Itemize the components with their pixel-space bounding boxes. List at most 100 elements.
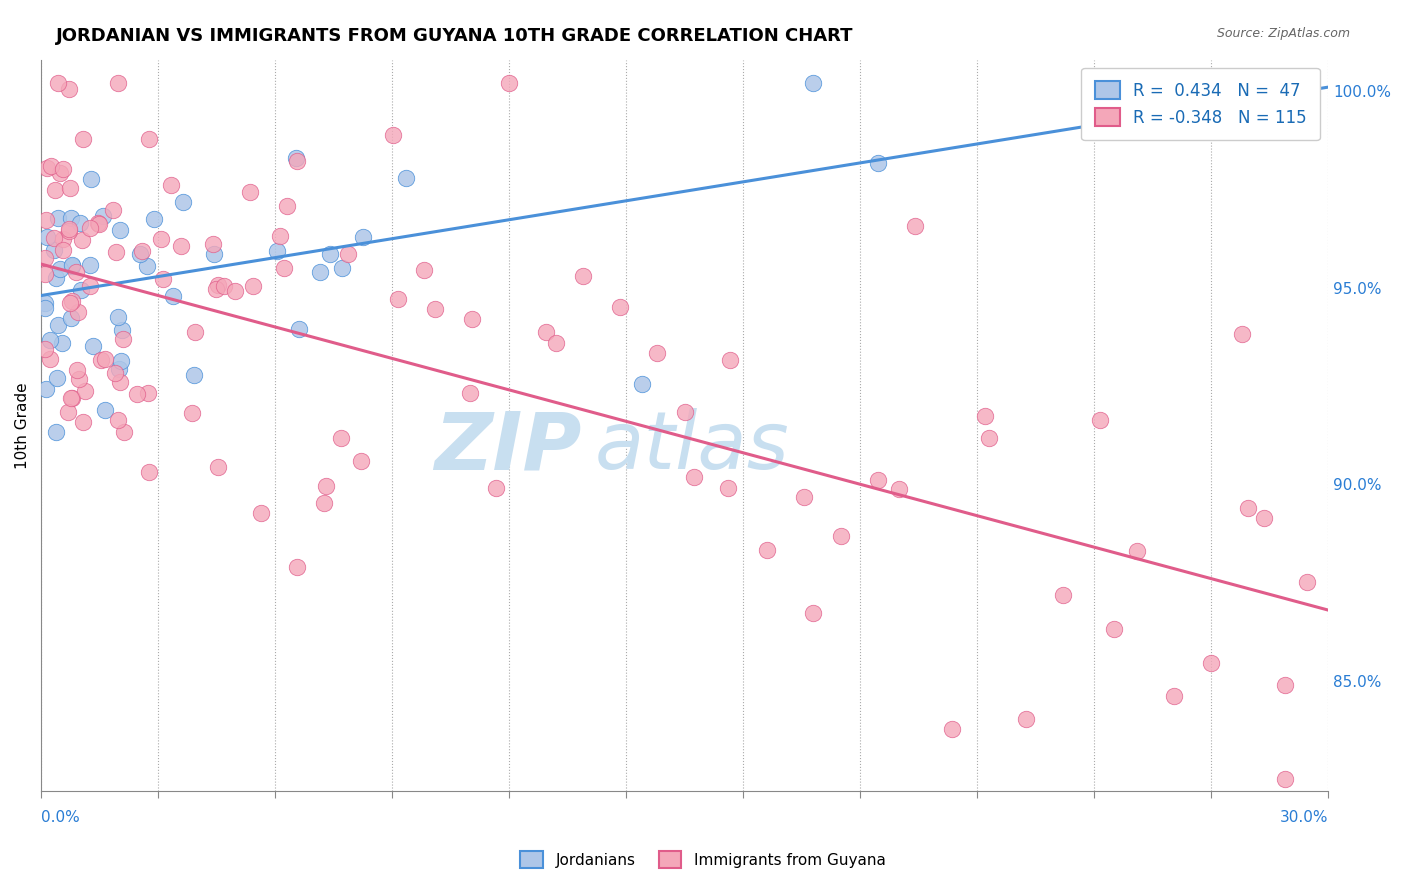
Point xyxy=(423,302,446,317)
Point xyxy=(1163,689,1185,703)
Point xyxy=(352,230,374,244)
Point xyxy=(79,258,101,272)
Point xyxy=(75,384,97,398)
Point xyxy=(79,221,101,235)
Point xyxy=(80,171,103,186)
Point xyxy=(59,296,82,310)
Point xyxy=(46,370,69,384)
Point xyxy=(70,233,93,247)
Point xyxy=(276,199,298,213)
Point xyxy=(172,194,194,209)
Point xyxy=(60,258,83,272)
Point xyxy=(979,431,1001,445)
Point xyxy=(285,560,308,574)
Point xyxy=(58,81,80,95)
Point xyxy=(108,223,131,237)
Point xyxy=(38,351,60,366)
Point xyxy=(112,332,135,346)
Point xyxy=(58,222,80,236)
Point xyxy=(49,262,72,277)
Point xyxy=(111,323,134,337)
Y-axis label: 10th Grade: 10th Grade xyxy=(15,382,30,468)
Point xyxy=(52,243,75,257)
Point xyxy=(60,294,83,309)
Point xyxy=(46,76,69,90)
Point xyxy=(149,232,172,246)
Point xyxy=(337,246,360,260)
Point xyxy=(458,386,481,401)
Point xyxy=(170,239,193,253)
Point xyxy=(1253,511,1275,525)
Point xyxy=(34,268,56,282)
Point xyxy=(90,353,112,368)
Point xyxy=(204,282,226,296)
Point xyxy=(52,232,75,246)
Point xyxy=(830,529,852,543)
Point xyxy=(35,161,58,175)
Text: Source: ZipAtlas.com: Source: ZipAtlas.com xyxy=(1216,27,1350,40)
Point xyxy=(51,162,73,177)
Legend: Jordanians, Immigrants from Guyana: Jordanians, Immigrants from Guyana xyxy=(513,844,893,875)
Point xyxy=(129,247,152,261)
Point xyxy=(682,469,704,483)
Point xyxy=(285,151,308,165)
Point xyxy=(70,283,93,297)
Point xyxy=(183,368,205,383)
Point xyxy=(107,310,129,324)
Point xyxy=(1201,656,1223,670)
Point xyxy=(1274,772,1296,786)
Point xyxy=(94,352,117,367)
Point xyxy=(801,607,824,621)
Point xyxy=(309,264,332,278)
Point xyxy=(1052,588,1074,602)
Point xyxy=(269,229,291,244)
Point xyxy=(44,183,66,197)
Point xyxy=(571,268,593,283)
Point xyxy=(138,385,160,400)
Point xyxy=(460,312,482,326)
Text: atlas: atlas xyxy=(595,409,789,486)
Text: JORDANIAN VS IMMIGRANTS FROM GUYANA 10TH GRADE CORRELATION CHART: JORDANIAN VS IMMIGRANTS FROM GUYANA 10TH… xyxy=(56,27,853,45)
Point xyxy=(1090,413,1112,427)
Point xyxy=(184,325,207,339)
Point xyxy=(135,260,157,274)
Text: 0.0%: 0.0% xyxy=(41,811,80,825)
Point xyxy=(720,352,742,367)
Legend: R =  0.434   N =  47, R = -0.348   N = 115: R = 0.434 N = 47, R = -0.348 N = 115 xyxy=(1081,68,1320,140)
Point xyxy=(212,278,235,293)
Point xyxy=(34,296,56,310)
Point xyxy=(45,425,67,439)
Point xyxy=(69,372,91,386)
Text: ZIP: ZIP xyxy=(434,409,582,486)
Point xyxy=(138,465,160,479)
Point xyxy=(112,425,135,440)
Point xyxy=(107,412,129,426)
Point xyxy=(974,409,997,423)
Point xyxy=(412,263,434,277)
Point xyxy=(756,543,779,558)
Point xyxy=(152,271,174,285)
Point xyxy=(673,404,696,418)
Point xyxy=(56,405,79,419)
Point xyxy=(1232,327,1254,342)
Point xyxy=(224,284,246,298)
Point xyxy=(498,76,520,90)
Point xyxy=(72,131,94,145)
Point xyxy=(59,180,82,194)
Point xyxy=(39,159,62,173)
Point xyxy=(534,326,557,340)
Point xyxy=(79,278,101,293)
Point xyxy=(91,210,114,224)
Point xyxy=(181,406,204,420)
Point xyxy=(716,481,738,495)
Point xyxy=(49,166,72,180)
Point xyxy=(125,387,148,401)
Point xyxy=(1274,678,1296,692)
Point xyxy=(105,244,128,259)
Point xyxy=(51,336,73,351)
Point xyxy=(1015,712,1038,726)
Point xyxy=(42,243,65,257)
Point xyxy=(94,403,117,417)
Text: 30.0%: 30.0% xyxy=(1279,811,1329,825)
Point xyxy=(330,431,353,445)
